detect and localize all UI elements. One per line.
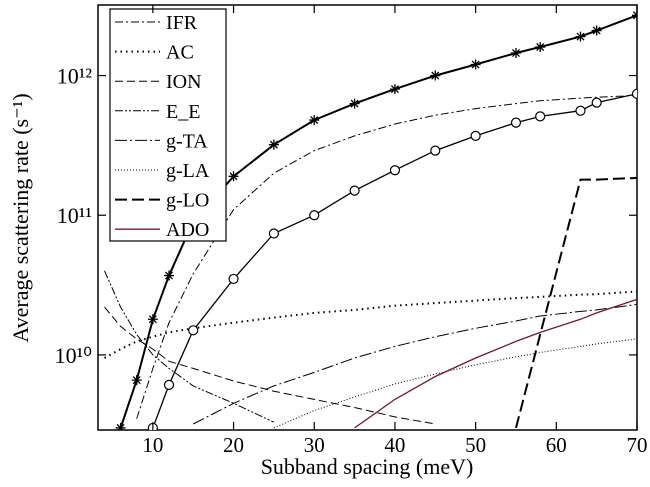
x-tick-label: 60 bbox=[546, 433, 567, 457]
marker bbox=[510, 117, 522, 128]
marker bbox=[535, 111, 546, 122]
x-tick-label: 30 bbox=[304, 433, 325, 457]
legend-label: AC bbox=[166, 42, 194, 64]
marker bbox=[591, 25, 602, 36]
x-tick-label: 20 bbox=[223, 433, 244, 457]
marker bbox=[115, 422, 126, 430]
marker bbox=[268, 139, 279, 150]
series-line bbox=[104, 306, 436, 425]
legend-label: g-LO bbox=[166, 190, 209, 212]
marker bbox=[575, 105, 586, 116]
marker bbox=[575, 31, 586, 42]
plot-frame bbox=[97, 4, 638, 431]
marker bbox=[188, 325, 199, 336]
y-tick-label: 10¹¹ bbox=[57, 203, 92, 228]
series-line bbox=[515, 176, 637, 429]
y-tick-label: 10¹² bbox=[57, 64, 93, 89]
marker bbox=[470, 59, 481, 70]
marker bbox=[389, 84, 400, 95]
series-line bbox=[273, 338, 637, 429]
x-axis-label: Subband spacing (meV) bbox=[261, 454, 474, 479]
x-tick-label: 40 bbox=[384, 433, 405, 457]
marker bbox=[349, 98, 360, 109]
y-tick-label: 10¹⁰ bbox=[55, 343, 93, 368]
marker bbox=[309, 210, 320, 221]
marker bbox=[470, 130, 481, 141]
plot-area bbox=[104, 10, 637, 430]
marker bbox=[147, 314, 158, 325]
marker bbox=[163, 379, 175, 390]
marker bbox=[268, 228, 280, 239]
marker bbox=[430, 70, 441, 81]
marker bbox=[535, 42, 546, 53]
marker bbox=[309, 115, 320, 126]
marker bbox=[131, 375, 142, 386]
series-line bbox=[104, 290, 637, 359]
marker bbox=[349, 185, 360, 196]
series-line bbox=[136, 95, 637, 419]
marker bbox=[389, 165, 401, 176]
series-line bbox=[192, 303, 637, 425]
legend-box bbox=[109, 8, 227, 242]
x-tick-label: 50 bbox=[465, 433, 486, 457]
series-line bbox=[104, 270, 275, 423]
marker bbox=[228, 273, 239, 285]
x-tick-label: 70 bbox=[627, 433, 648, 457]
marker bbox=[510, 48, 521, 59]
legend-label: ION bbox=[166, 71, 202, 93]
legend-label: IFR bbox=[166, 12, 198, 34]
marker bbox=[164, 270, 175, 281]
legend-label: ADO bbox=[166, 219, 209, 241]
marker bbox=[591, 97, 602, 108]
x-tick-label: 10 bbox=[142, 433, 163, 457]
marker bbox=[430, 145, 441, 156]
y-axis-label: Average scattering rate (s⁻¹) bbox=[8, 93, 33, 342]
legend-label: E_E bbox=[166, 101, 200, 123]
series-line bbox=[354, 298, 637, 429]
legend-label: g-LA bbox=[166, 160, 210, 182]
marker bbox=[228, 171, 239, 182]
legend-label: g-TA bbox=[166, 130, 208, 152]
legend: IFR AC ION E_E g-TA g-LA g-LO ADO bbox=[109, 8, 227, 242]
marker bbox=[631, 88, 637, 99]
